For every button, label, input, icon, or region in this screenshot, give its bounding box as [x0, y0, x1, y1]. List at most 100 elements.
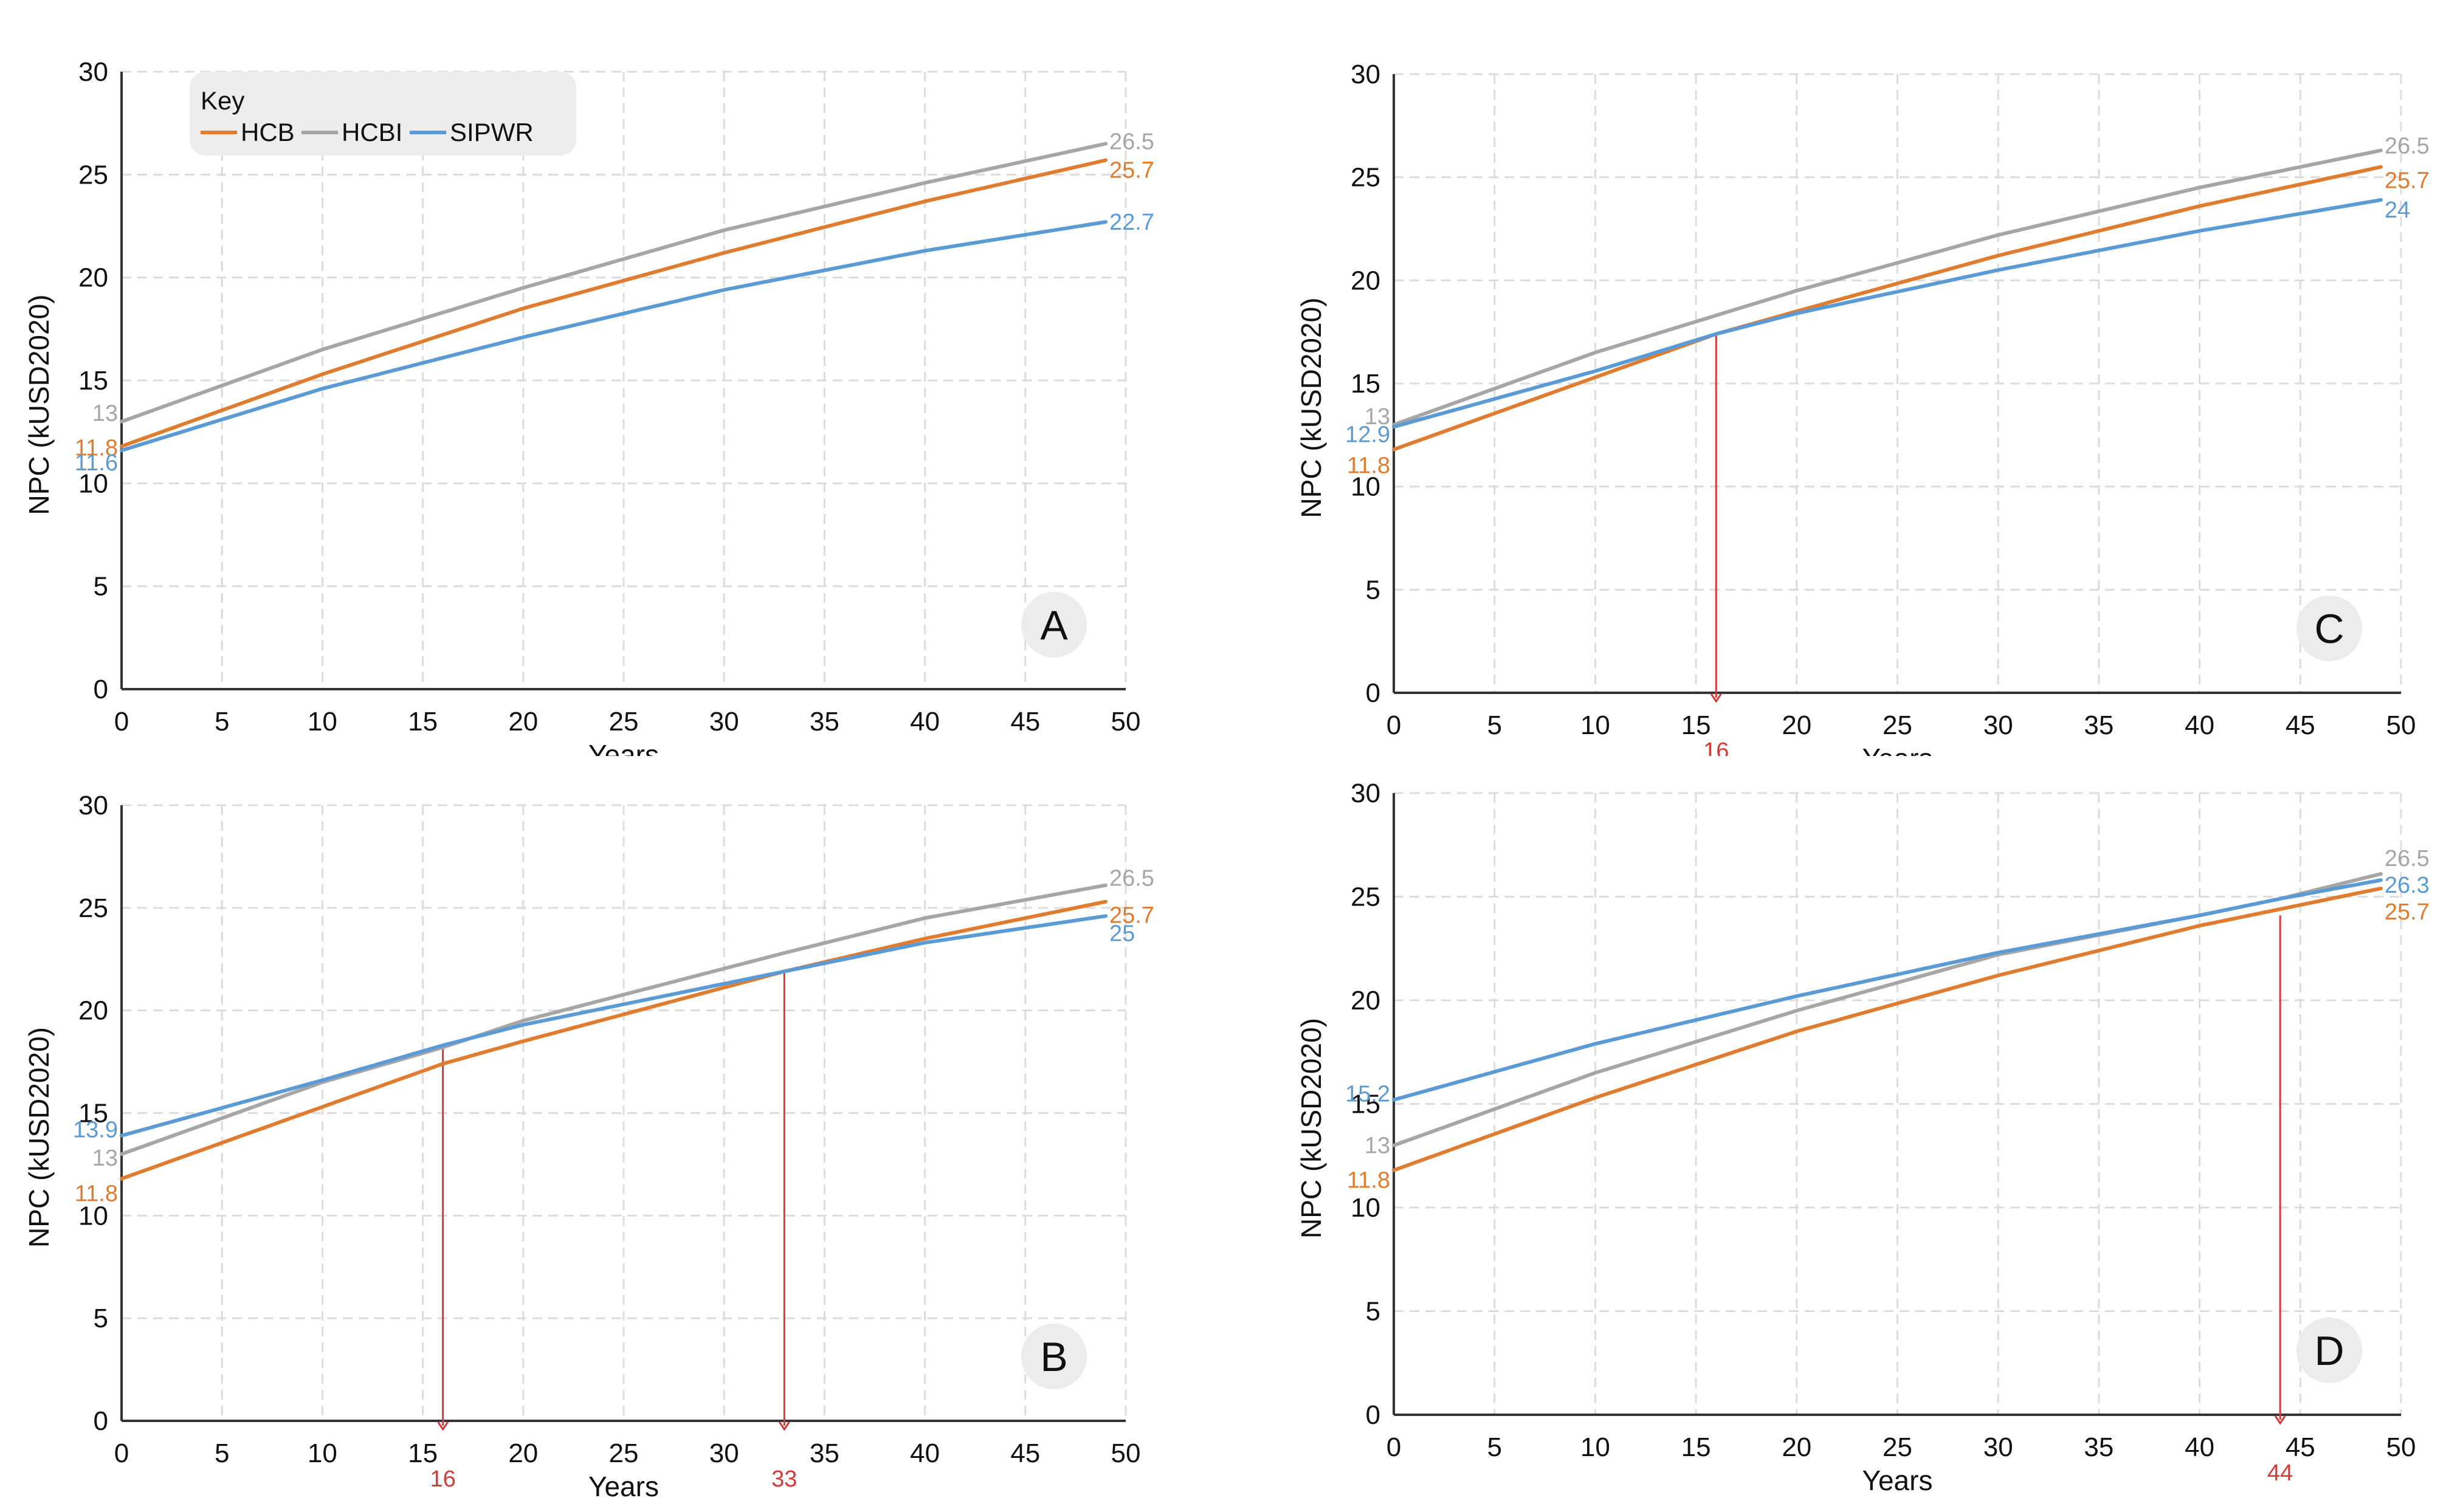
x-tick-label: 50 — [1111, 707, 1141, 737]
x-tick-label: 25 — [609, 707, 639, 737]
chart-panel-c: 0 5 10 15 20 25 30 35 40 45 50 0 5 10 15 20 25 30 Years NPC… — [1223, 0, 2446, 756]
y-tick-label: 10 — [78, 1201, 108, 1231]
y-tick-label: 0 — [1366, 678, 1380, 708]
series-start-label: 11.8 — [75, 1181, 118, 1207]
x-tick-label: 45 — [1010, 707, 1040, 737]
x-tick-label: 15 — [408, 1438, 438, 1468]
y-tick-label: 10 — [78, 469, 108, 498]
x-tick-label: 35 — [810, 1438, 839, 1468]
series-end-label: 25 — [1109, 921, 1135, 946]
x-axis-title: Years — [588, 1471, 659, 1502]
panel-letter-badge — [2296, 1318, 2362, 1383]
panel-letter: B — [1040, 1334, 1067, 1380]
x-tick-label: 0 — [1387, 710, 1401, 740]
panel-letter-badge — [2296, 596, 2362, 661]
series-end-label: 24 — [2385, 198, 2410, 223]
y-tick-label: 25 — [1351, 882, 1380, 912]
chart-panel-b: 0 5 10 15 20 25 30 35 40 45 50 0 5 10 15 20 25 30 Years NPC… — [0, 756, 1223, 1512]
x-tick-label: 20 — [508, 707, 538, 737]
y-tick-label: 25 — [78, 160, 108, 190]
y-tick-label: 15 — [1351, 1090, 1380, 1119]
series-end-label: 25.7 — [2385, 899, 2430, 925]
series-line-hcbi — [1392, 148, 2383, 427]
y-tick-label: 30 — [78, 791, 108, 820]
y-tick-label: 15 — [1351, 369, 1380, 399]
crossover-year-label: 16 — [1703, 738, 1729, 756]
x-tick-label: 40 — [910, 707, 940, 737]
x-tick-label: 0 — [1387, 1432, 1401, 1462]
y-axis-title: NPC (kUSD2020) — [23, 295, 55, 515]
x-axis-title: Years — [588, 739, 659, 756]
x-tick-label: 0 — [114, 707, 129, 737]
y-tick-label: 15 — [78, 1099, 108, 1129]
series-end-label: 25.7 — [1109, 158, 1154, 184]
x-tick-label: 35 — [2084, 710, 2114, 740]
legend-title: Key — [201, 86, 244, 115]
x-tick-label: 50 — [2386, 710, 2416, 740]
series-line-hcb — [120, 899, 1108, 1181]
x-tick-label: 40 — [2185, 710, 2214, 740]
series-start-label: 13 — [1365, 1133, 1390, 1159]
x-axis-title: Years — [1862, 1465, 1933, 1496]
x-tick-label: 5 — [1487, 1432, 1501, 1462]
x-axis-title: Years — [1862, 743, 1933, 756]
x-tick-label: 40 — [2185, 1432, 2214, 1462]
series-start-label: 11.8 — [1347, 1168, 1390, 1194]
series-line-sipwr — [1392, 878, 2383, 1102]
series-end-label: 22.7 — [1109, 210, 1154, 235]
x-tick-label: 45 — [1010, 1438, 1040, 1468]
crossover-year-label: 44 — [2267, 1460, 2293, 1486]
x-tick-label: 30 — [1983, 710, 2013, 740]
chart-a-svg: 0 5 10 15 20 25 30 35 40 45 50 0 5 10 15 20 25 30 Years NPC… — [23, 57, 1154, 756]
series-line-sipwr — [1392, 198, 2383, 429]
series-end-label: 26.5 — [1109, 129, 1154, 155]
y-tick-label: 20 — [78, 996, 108, 1026]
y-tick-label: 5 — [94, 1304, 108, 1333]
y-tick-label: 10 — [1351, 472, 1380, 502]
x-tick-label: 35 — [2084, 1432, 2114, 1462]
x-tick-label: 5 — [215, 1438, 229, 1468]
y-tick-label: 30 — [1351, 778, 1380, 808]
chart-panel-d: 0 5 10 15 20 25 30 35 40 45 50 0 5 10 15 20 25 30 Years NPC… — [1223, 756, 2446, 1512]
series-start-label: 13 — [92, 401, 118, 427]
x-tick-label: 20 — [1782, 1432, 1811, 1462]
y-tick-label: 25 — [78, 893, 108, 923]
x-tick-label: 10 — [308, 707, 337, 737]
x-tick-label: 45 — [2286, 710, 2315, 740]
y-tick-label: 25 — [1351, 163, 1380, 193]
x-tick-label: 35 — [810, 707, 839, 737]
x-tick-label: 45 — [2286, 1432, 2315, 1462]
y-axis-title: NPC (kUSD2020) — [23, 1027, 55, 1248]
series-end-label: 26.3 — [2385, 873, 2430, 898]
series-line-sipwr — [120, 914, 1108, 1138]
legend-label-sipwr: SIPWR — [450, 118, 534, 146]
x-tick-label: 5 — [1487, 710, 1501, 740]
x-tick-label: 0 — [114, 1438, 129, 1468]
series-end-label: 25.7 — [2385, 168, 2430, 194]
series-end-label: 26.5 — [2385, 134, 2430, 159]
series-start-label: 13 — [92, 1146, 118, 1171]
series-end-label: 26.5 — [1109, 866, 1154, 892]
x-tick-label: 10 — [308, 1438, 337, 1468]
crossover-year-label: 16 — [430, 1466, 455, 1492]
x-tick-label: 40 — [910, 1438, 940, 1468]
chart-d-svg: 0 5 10 15 20 25 30 35 40 45 50 0 5 10 15 20 25 30 Years NPC… — [1295, 778, 2430, 1496]
legend-box — [190, 72, 576, 156]
y-tick-label: 5 — [94, 572, 108, 602]
x-tick-label: 10 — [1580, 710, 1610, 740]
series-end-label: 25.7 — [1109, 903, 1154, 929]
x-tick-label: 10 — [1580, 1432, 1610, 1462]
x-tick-label: 50 — [2386, 1432, 2416, 1462]
legend-label-hcbi: HCBI — [342, 118, 402, 146]
legend-label-hcb: HCB — [241, 118, 295, 146]
y-tick-label: 0 — [1366, 1400, 1380, 1430]
x-tick-label: 25 — [1883, 710, 1912, 740]
series-line-sipwr — [120, 220, 1108, 453]
x-tick-label: 30 — [709, 1438, 739, 1468]
panel-letter: D — [2314, 1328, 2344, 1374]
x-tick-label: 20 — [508, 1438, 538, 1468]
series-start-label: 11.8 — [75, 435, 118, 461]
y-tick-label: 20 — [78, 263, 108, 293]
chart-panel-a: 0 5 10 15 20 25 30 35 40 45 50 0 5 10 15 20 25 30 Years NPC… — [0, 0, 1223, 756]
chart-b-svg: 0 5 10 15 20 25 30 35 40 45 50 0 5 10 15 20 25 30 Years NPC… — [23, 791, 1154, 1502]
